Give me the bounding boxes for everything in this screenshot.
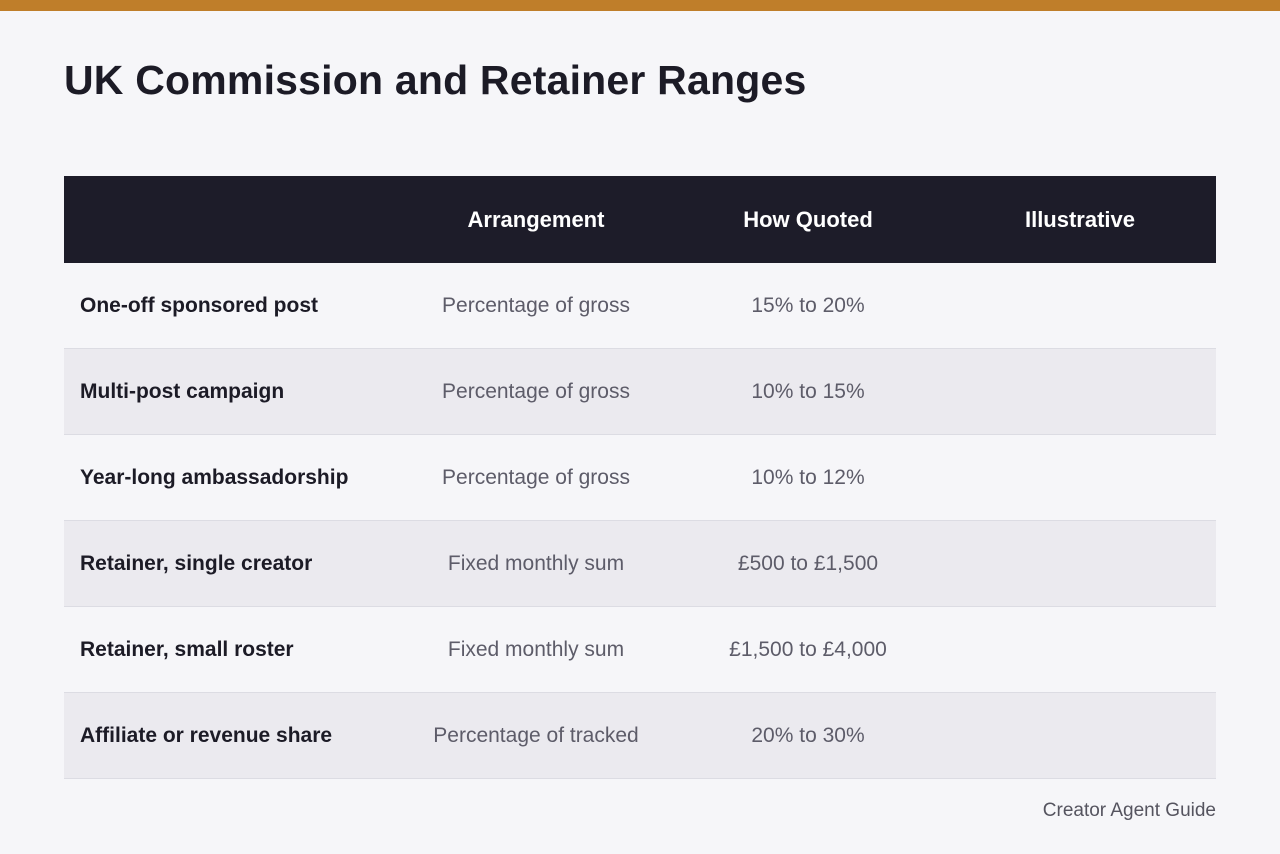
row-how-quoted: 20% to 30% (751, 723, 865, 747)
row-arrangement: Fixed monthly sum (447, 551, 625, 575)
row-how-quoted: 10% to 12% (751, 465, 865, 489)
row-label: Year-long ambassadorship (80, 465, 349, 489)
row-arrangement: Percentage of gross (442, 379, 630, 403)
row-how-quoted: 15% to 20% (751, 293, 865, 317)
column-header-how-quoted: How Quoted (743, 206, 873, 232)
row-arrangement: Percentage of gross (442, 293, 630, 317)
row-arrangement: Fixed monthly sum (447, 637, 625, 661)
table-row: Year-long ambassadorship Percentage of g… (64, 435, 1216, 521)
rates-table: Arrangement How Quoted Illustrative One-… (64, 176, 1216, 779)
column-header-arrangement: Arrangement (467, 206, 605, 232)
row-label: Affiliate or revenue share (80, 723, 333, 747)
accent-bar (0, 0, 1280, 11)
footer-credit: Creator Agent Guide (1042, 800, 1216, 821)
row-label: One-off sponsored post (80, 293, 318, 317)
row-arrangement: Percentage of gross (442, 465, 630, 489)
page-title: UK Commission and Retainer Ranges (64, 57, 807, 103)
row-how-quoted: £500 to £1,500 (737, 551, 879, 575)
table-row: Retainer, small roster Fixed monthly sum… (64, 607, 1216, 693)
row-how-quoted: 10% to 15% (751, 379, 865, 403)
row-label: Retainer, small roster (80, 637, 294, 661)
row-arrangement: Percentage of tracked (433, 723, 639, 747)
table-row: Affiliate or revenue share Percentage of… (64, 693, 1216, 779)
table-row: One-off sponsored post Percentage of gro… (64, 263, 1216, 349)
table-row: Retainer, single creator Fixed monthly s… (64, 521, 1216, 607)
table-header: Arrangement How Quoted Illustrative (64, 176, 1216, 263)
row-label: Retainer, single creator (80, 551, 313, 575)
row-how-quoted: £1,500 to £4,000 (729, 637, 887, 661)
table-row: Multi-post campaign Percentage of gross … (64, 349, 1216, 435)
row-label: Multi-post campaign (80, 379, 285, 403)
column-header-illustrative: Illustrative (1024, 206, 1136, 232)
